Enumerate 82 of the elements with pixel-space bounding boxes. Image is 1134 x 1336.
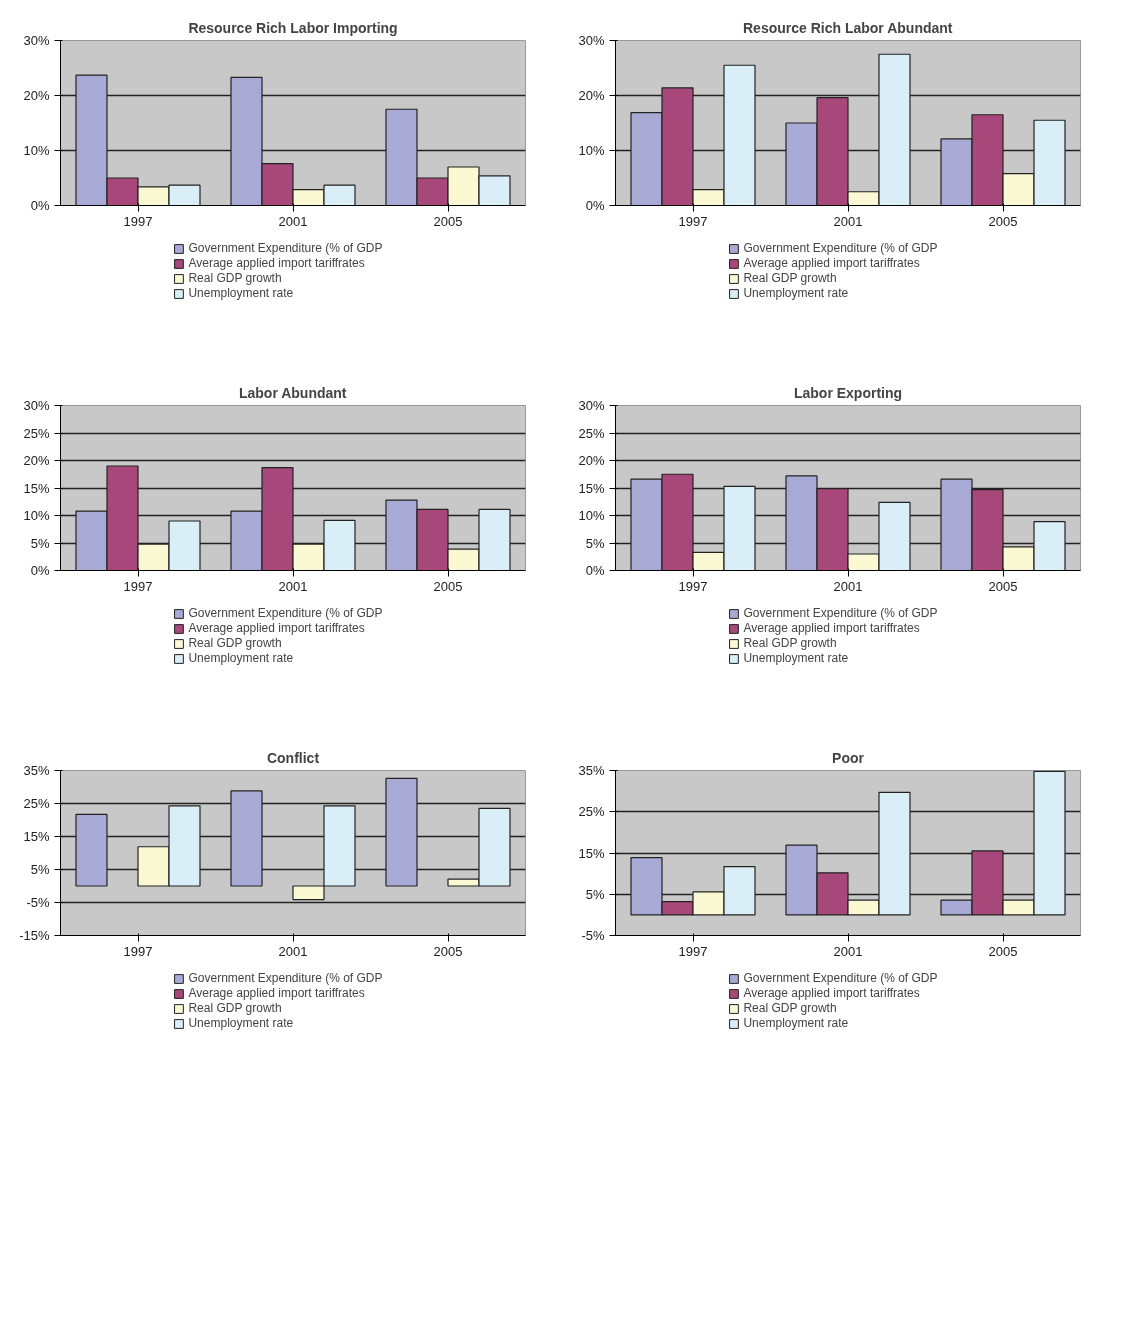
legend-label: Average applied import tariffrates [743,621,920,635]
x-tick-label: 1997 [123,213,153,229]
y-tick-label: 5% [585,886,605,902]
y-tick-label: 20% [578,453,605,468]
legend-label: Average applied import tariffrates [743,986,920,1000]
legend-label: Unemployment rate [188,651,294,665]
y-tick-label: 15% [578,845,605,861]
y-tick-label: 30% [578,398,605,413]
legend-label: Average applied import tariffrates [188,621,365,635]
legend-label: Real GDP growth [188,271,282,285]
y-tick-label: 15% [578,480,605,496]
legend-label: Government Expenditure (% of GDP [743,606,938,620]
y-tick-label: 10% [578,143,605,158]
y-tick-label: 5% [585,535,605,551]
y-tick-label: 25% [23,425,50,441]
y-tick-label: -5% [581,928,605,943]
x-tick-label: 2001 [278,578,308,594]
chart-title: Resource Rich Labor Abundant [742,19,953,36]
y-tick-label: -5% [26,895,50,910]
y-tick-label: 25% [578,804,605,820]
x-tick-label: 2005 [988,943,1018,959]
x-tick-label: 2005 [433,213,463,229]
x-tick-label: 2005 [433,943,463,959]
y-tick-label: 35% [23,763,50,778]
legend-label: Unemployment rate [743,651,849,665]
y-tick-label: 0% [585,198,605,213]
y-tick-label: 30% [23,33,50,48]
y-tick-label: 5% [30,535,50,551]
legend-label: Real GDP growth [188,636,282,650]
y-tick-label: 20% [23,453,50,468]
y-tick-label: 35% [578,763,605,778]
legend-label: Average applied import tariffrates [188,986,365,1000]
legend-label: Unemployment rate [743,286,849,300]
legend-label: Real GDP growth [743,1001,837,1015]
legend-label: Government Expenditure (% of GDP [188,241,383,255]
chart-title: Labor Abundant [238,384,347,401]
y-tick-label: 5% [30,862,50,877]
x-tick-label: 2001 [278,943,308,959]
legend-label: Unemployment rate [188,1016,294,1030]
y-tick-label: 0% [585,563,605,578]
legend-label: Average applied import tariffrates [188,256,365,270]
x-tick-label: 1997 [678,213,708,229]
legend-label: Average applied import tariffrates [743,256,920,270]
legend-label: Real GDP growth [743,271,837,285]
legend-label: Government Expenditure (% of GDP [743,241,938,255]
y-tick-label: 20% [578,88,605,103]
y-tick-label: 10% [23,508,50,523]
x-tick-label: 2005 [988,578,1018,594]
legend-label: Unemployment rate [743,1016,849,1030]
y-tick-label: 15% [23,829,50,844]
x-tick-label: 2001 [833,943,863,959]
legend-label: Real GDP growth [743,636,837,650]
y-tick-label: 30% [23,398,50,413]
x-tick-label: 2005 [988,213,1018,229]
x-tick-label: 1997 [678,578,708,594]
x-tick-label: 2001 [278,213,308,229]
legend-label: Real GDP growth [188,1001,282,1015]
y-tick-label: 0% [30,198,50,213]
x-tick-label: 1997 [123,578,153,594]
chart-title: Resource Rich Labor Importing [188,19,398,36]
legend-label: Government Expenditure (% of GDP [188,971,383,985]
x-tick-label: 2001 [833,213,863,229]
bar [75,813,108,887]
y-tick-label: 30% [578,33,605,48]
chart-title: Labor Exporting [793,384,903,401]
x-tick-label: 1997 [123,943,153,959]
y-tick-label: 20% [23,88,50,103]
y-tick-label: 25% [578,425,605,441]
legend-label: Government Expenditure (% of GDP [188,606,383,620]
x-tick-label: 2001 [833,578,863,594]
y-tick-label: -15% [19,928,50,943]
y-tick-label: 10% [578,508,605,523]
legend-label: Government Expenditure (% of GDP [743,971,938,985]
legend-label: Unemployment rate [188,286,294,300]
chart-title: Conflict [266,749,320,766]
y-tick-label: 0% [30,563,50,578]
y-tick-label: 10% [23,143,50,158]
x-tick-label: 1997 [678,943,708,959]
y-tick-label: 15% [23,480,50,496]
x-tick-label: 2005 [433,578,463,594]
y-tick-label: 25% [23,796,50,811]
chart-title: Poor [832,749,865,766]
